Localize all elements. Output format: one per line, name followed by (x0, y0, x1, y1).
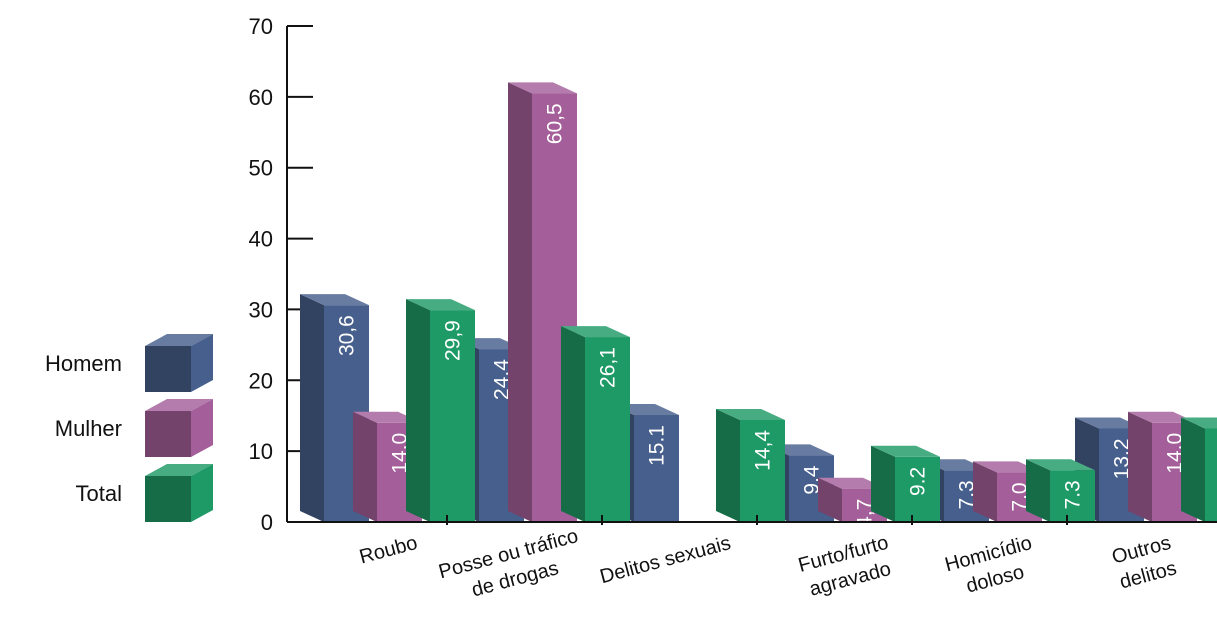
y-tick-label: 70 (249, 14, 273, 39)
legend-label: Homem (45, 351, 122, 376)
legend-item: Homem (45, 334, 213, 392)
x-category-label: Delitos sexuais (598, 532, 734, 588)
bar-total (1181, 417, 1217, 522)
bar-total (406, 299, 475, 522)
data-label: 29,9 (442, 320, 465, 361)
x-category-label: Posse ou tráficode drogas (436, 525, 587, 608)
legend-item: Mulher (55, 399, 213, 457)
data-label: 60,5 (544, 103, 567, 144)
data-label: 30,6 (336, 315, 359, 356)
x-category-label: Homicídiodoloso (943, 532, 1041, 601)
bar-total (1026, 459, 1095, 522)
y-tick-label: 60 (249, 85, 273, 110)
y-tick-label: 50 (249, 156, 273, 181)
bar-total (561, 326, 630, 522)
data-label: 7.3 (1062, 480, 1085, 509)
data-label: 14,4 (752, 430, 775, 471)
y-tick-label: 10 (249, 439, 273, 464)
bar-total (871, 446, 940, 522)
legend-label: Mulher (55, 416, 122, 441)
x-category-label: Roubo (357, 532, 420, 569)
y-tick-label: 40 (249, 227, 273, 252)
x-category-label: Furto/furtoagravado (796, 532, 898, 602)
legend-label: Total (76, 481, 122, 506)
data-label: 26,1 (597, 347, 620, 388)
y-tick-label: 20 (249, 368, 273, 393)
y-tick-label: 0 (261, 510, 273, 535)
legend-item: Total (76, 464, 213, 522)
bar-total (716, 409, 785, 522)
data-label: 15.1 (646, 425, 669, 466)
x-category-label: Outrosdelitos (1110, 532, 1180, 594)
y-tick-label: 30 (249, 297, 273, 322)
data-label: 9.2 (907, 467, 930, 496)
